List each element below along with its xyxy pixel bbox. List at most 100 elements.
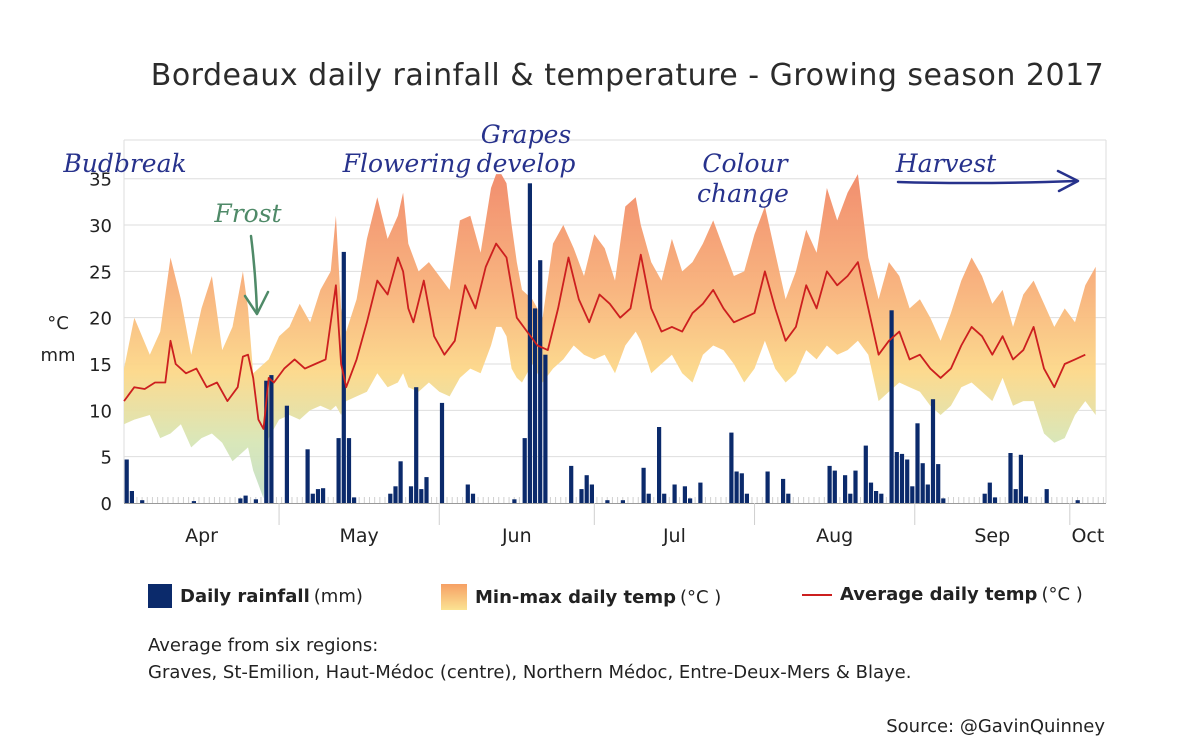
- annotation-grapes-develop-line2: develop: [477, 149, 576, 178]
- series-minmax-temp-band: [124, 174, 1096, 499]
- rain-bar: [853, 470, 858, 503]
- rain-bar: [899, 453, 905, 503]
- rain-bar: [269, 375, 274, 503]
- rain-bar: [1023, 496, 1029, 503]
- legend-label-average: Average daily temp: [840, 584, 1038, 605]
- rain-bar: [336, 438, 341, 503]
- rain-bar: [465, 484, 470, 503]
- annotation-frost: Frost: [213, 199, 282, 228]
- rain-bar: [512, 499, 517, 503]
- rain-bar: [238, 498, 243, 503]
- y-axis-unit-temp: °C: [47, 313, 69, 334]
- rain-bar: [140, 500, 145, 503]
- rain-bar: [584, 475, 589, 503]
- y-axis-unit-rain: mm: [40, 345, 75, 366]
- legend-rainfall: Daily rainfall (mm): [148, 584, 363, 608]
- rain-bar: [729, 432, 734, 503]
- rain-bar: [915, 423, 920, 503]
- rain-bar: [1008, 453, 1013, 503]
- rain-bar: [129, 491, 134, 503]
- rain-bar: [672, 484, 677, 503]
- frost-arrow-head: [243, 290, 270, 316]
- y-tick-label-35: 35: [89, 170, 112, 191]
- rain-bar: [419, 489, 424, 503]
- rain-bar: [253, 499, 258, 503]
- rain-bar: [543, 354, 548, 503]
- rain-bar: [982, 493, 987, 503]
- rain-bar: [439, 402, 445, 503]
- rain-bar: [863, 445, 868, 503]
- rain-bar: [889, 310, 894, 503]
- annotation-flowering: Flowering: [342, 149, 472, 178]
- rain-bar: [191, 501, 196, 503]
- rain-bar: [868, 482, 874, 503]
- rain-bar: [843, 475, 848, 503]
- rain-bar: [310, 493, 315, 503]
- rain-bar: [832, 470, 837, 503]
- rain-bar: [698, 482, 703, 503]
- rain-bar: [910, 486, 915, 503]
- rain-bar: [936, 464, 941, 503]
- frost-arrow-shaft: [249, 234, 259, 314]
- x-tick-label-aug: Aug: [816, 525, 853, 547]
- rain-bar: [538, 260, 543, 503]
- rain-bar: [641, 467, 646, 503]
- rain-bar: [1075, 500, 1080, 503]
- x-tick-label-jul: Jul: [662, 525, 686, 547]
- rain-bar: [589, 484, 594, 503]
- regions-note: Average from six regions: Graves, St-Emi…: [148, 632, 911, 686]
- rain-bar: [646, 493, 651, 503]
- legend-unit-rainfall: (mm): [313, 585, 363, 607]
- y-tick-label-30: 30: [89, 216, 112, 237]
- rain-bar: [827, 465, 832, 503]
- rain-bar: [657, 427, 662, 503]
- rain-bar: [321, 488, 326, 503]
- rain-bar: [941, 498, 946, 503]
- rain-bar: [925, 484, 930, 503]
- y-tick-label-20: 20: [89, 309, 112, 330]
- regions-note-list: Graves, St-Emilion, Haut-Médoc (centre),…: [148, 662, 912, 683]
- annotation-colour-change-line1: Colour: [702, 149, 789, 178]
- legend-swatch-average: [802, 593, 832, 596]
- rain-bar: [124, 459, 129, 503]
- rain-bar: [346, 438, 352, 503]
- x-tick-label-oct: Oct: [1071, 525, 1104, 547]
- rain-bar: [662, 493, 667, 503]
- rain-bar: [527, 183, 532, 504]
- rain-bar: [243, 495, 248, 503]
- rain-bar: [987, 482, 992, 503]
- rain-bar: [879, 493, 884, 503]
- rain-bar: [894, 452, 899, 503]
- rain-bar: [408, 486, 414, 503]
- harvest-arrow-shaft: [896, 179, 1078, 185]
- series-average-temp-line: [123, 242, 1086, 430]
- rain-bar: [569, 465, 574, 503]
- rain-bar: [522, 438, 527, 503]
- rain-bar: [305, 449, 310, 503]
- rain-bar: [920, 463, 925, 503]
- rain-bar: [284, 405, 289, 503]
- rain-bar: [688, 498, 693, 503]
- rain-bar: [393, 486, 398, 503]
- rain-bar: [605, 500, 610, 503]
- y-tick-label-5: 5: [101, 448, 112, 469]
- rain-bar: [734, 471, 739, 503]
- legend-unit-average: (°C ): [1041, 584, 1083, 605]
- annotation-harvest: Harvest: [895, 149, 997, 178]
- y-tick-label-25: 25: [89, 262, 112, 283]
- rain-bar: [744, 493, 749, 503]
- y-tick-label-10: 10: [89, 401, 112, 422]
- annotation-colour-change-line2: change: [697, 179, 789, 208]
- rain-bar: [424, 477, 429, 503]
- rain-bar: [352, 497, 357, 503]
- legend-unit-minmax: (°C ): [679, 586, 722, 608]
- rain-bar: [786, 493, 791, 503]
- rain-bar: [765, 471, 770, 503]
- legend-label-rainfall: Daily rainfall: [180, 585, 310, 607]
- x-tick-label-may: May: [340, 525, 379, 547]
- rain-bar: [781, 478, 786, 503]
- rain-bar: [682, 486, 687, 503]
- harvest-arrow-head: [1056, 169, 1080, 193]
- rain-bar: [532, 308, 538, 503]
